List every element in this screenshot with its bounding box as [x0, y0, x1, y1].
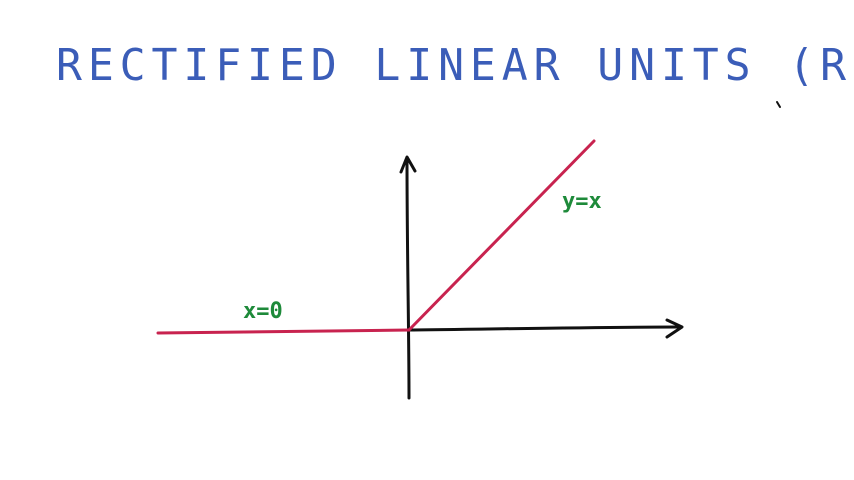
negative-piece-label: x=0 — [243, 299, 283, 324]
relu-positive-segment — [407, 139, 596, 332]
slide-title: RECTIFIED LINEAR UNITS (RELU) — [56, 40, 854, 91]
x-axis — [407, 325, 680, 332]
positive-piece-label: y=x — [562, 189, 602, 214]
pen-mark — [776, 101, 781, 108]
y-axis-arrowhead — [399, 155, 417, 174]
relu-negative-segment — [156, 328, 411, 335]
y-axis — [405, 158, 411, 400]
x-axis-arrowhead — [665, 318, 684, 339]
